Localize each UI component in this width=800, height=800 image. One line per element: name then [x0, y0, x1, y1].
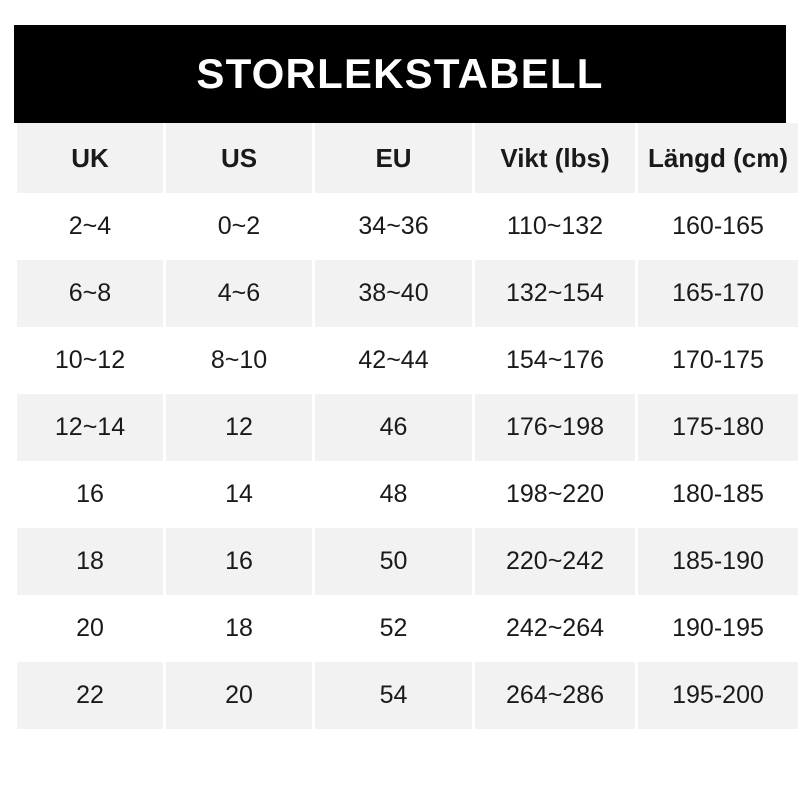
size-table: UK US EU Vikt (lbs) Längd (cm) 2~4 0~2 3…: [14, 123, 800, 729]
column-header-eu: EU: [315, 123, 472, 193]
cell-eu: 38~40: [315, 260, 472, 327]
cell-length: 190-195: [638, 595, 798, 662]
cell-us: 14: [166, 461, 312, 528]
chart-title-bar: STORLEKSTABELL: [14, 25, 786, 123]
cell-length: 180-185: [638, 461, 798, 528]
cell-uk: 18: [17, 528, 163, 595]
cell-us: 18: [166, 595, 312, 662]
cell-eu: 48: [315, 461, 472, 528]
cell-weight: 132~154: [475, 260, 635, 327]
column-header-uk: UK: [17, 123, 163, 193]
table-header: UK US EU Vikt (lbs) Längd (cm): [17, 123, 798, 193]
column-header-us: US: [166, 123, 312, 193]
cell-eu: 52: [315, 595, 472, 662]
cell-us: 4~6: [166, 260, 312, 327]
cell-length: 170-175: [638, 327, 798, 394]
cell-weight: 220~242: [475, 528, 635, 595]
cell-length: 175-180: [638, 394, 798, 461]
table-body: 2~4 0~2 34~36 110~132 160-165 6~8 4~6 38…: [17, 193, 798, 729]
table-row: 22 20 54 264~286 195-200: [17, 662, 798, 729]
cell-uk: 16: [17, 461, 163, 528]
cell-length: 165-170: [638, 260, 798, 327]
table-row: 2~4 0~2 34~36 110~132 160-165: [17, 193, 798, 260]
cell-uk: 12~14: [17, 394, 163, 461]
cell-us: 12: [166, 394, 312, 461]
cell-uk: 2~4: [17, 193, 163, 260]
cell-us: 0~2: [166, 193, 312, 260]
page-title: STORLEKSTABELL: [196, 50, 604, 97]
cell-uk: 6~8: [17, 260, 163, 327]
cell-eu: 42~44: [315, 327, 472, 394]
column-header-length: Längd (cm): [638, 123, 798, 193]
cell-length: 185-190: [638, 528, 798, 595]
cell-eu: 50: [315, 528, 472, 595]
cell-eu: 54: [315, 662, 472, 729]
table-row: 6~8 4~6 38~40 132~154 165-170: [17, 260, 798, 327]
table-row: 12~14 12 46 176~198 175-180: [17, 394, 798, 461]
cell-weight: 154~176: [475, 327, 635, 394]
cell-us: 8~10: [166, 327, 312, 394]
cell-uk: 10~12: [17, 327, 163, 394]
table-row: 20 18 52 242~264 190-195: [17, 595, 798, 662]
table-header-row: UK US EU Vikt (lbs) Längd (cm): [17, 123, 798, 193]
cell-uk: 22: [17, 662, 163, 729]
cell-length: 195-200: [638, 662, 798, 729]
cell-us: 16: [166, 528, 312, 595]
cell-us: 20: [166, 662, 312, 729]
cell-eu: 46: [315, 394, 472, 461]
table-row: 16 14 48 198~220 180-185: [17, 461, 798, 528]
size-chart: STORLEKSTABELL UK US EU Vikt (lbs) Längd…: [14, 25, 798, 729]
cell-weight: 110~132: [475, 193, 635, 260]
cell-weight: 198~220: [475, 461, 635, 528]
cell-weight: 176~198: [475, 394, 635, 461]
column-header-weight: Vikt (lbs): [475, 123, 635, 193]
table-row: 10~12 8~10 42~44 154~176 170-175: [17, 327, 798, 394]
table-row: 18 16 50 220~242 185-190: [17, 528, 798, 595]
cell-eu: 34~36: [315, 193, 472, 260]
cell-uk: 20: [17, 595, 163, 662]
cell-weight: 242~264: [475, 595, 635, 662]
cell-length: 160-165: [638, 193, 798, 260]
cell-weight: 264~286: [475, 662, 635, 729]
